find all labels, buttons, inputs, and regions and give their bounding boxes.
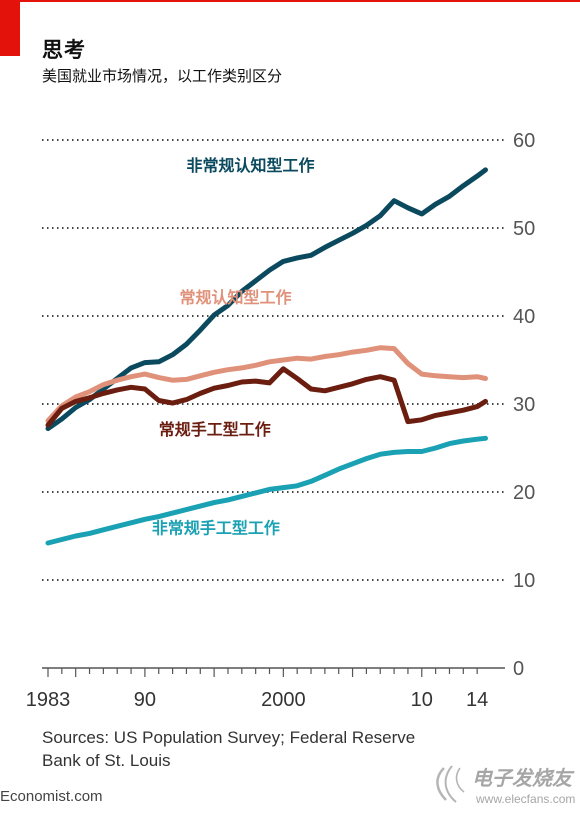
series-label-2: 常规认知型工作	[180, 288, 292, 307]
y-tick-label: 30	[513, 394, 535, 416]
chart-title: 思考	[42, 38, 86, 62]
top-accent-rule	[0, 0, 580, 2]
series-label-1: 非常规认知型工作	[186, 156, 314, 175]
series-line-4	[45, 435, 488, 546]
watermark-logo-icon	[436, 765, 465, 803]
y-tick-label: 50	[513, 218, 535, 240]
economist-red-tag	[0, 0, 20, 56]
brand-label: Economist.com	[0, 788, 103, 805]
series-label-3: 常规手工型工作	[159, 420, 271, 439]
x-tick-label: 14	[466, 689, 488, 711]
source-line-1: Sources: US Population Survey; Federal R…	[42, 728, 416, 747]
series-label-4: 非常规手工型工作	[152, 518, 280, 537]
series-line-1	[45, 167, 488, 432]
x-tick-label: 1983	[26, 689, 71, 711]
elecfans-watermark: 电子发烧友 www.elecfans.com	[430, 758, 580, 814]
x-tick-label: 90	[134, 689, 156, 711]
y-tick-label: 40	[513, 306, 535, 328]
series-line-2	[45, 345, 488, 424]
chart-subtitle: 美国就业市场情况，以工作类别区分	[42, 67, 283, 85]
x-tick-label: 10	[411, 689, 433, 711]
y-tick-label: 0	[513, 658, 524, 680]
series-line-3	[45, 366, 488, 428]
watermark-url: www.elecfans.com	[476, 792, 576, 806]
watermark-text: 电子发烧友	[472, 766, 572, 790]
source-line-2: Bank of St. Louis	[42, 751, 171, 770]
y-tick-label: 10	[513, 570, 535, 592]
y-tick-label: 60	[513, 130, 535, 152]
x-tick-label: 2000	[261, 689, 306, 711]
source-note: Sources: US Population Survey; Federal R…	[42, 726, 442, 772]
y-tick-label: 20	[513, 482, 535, 504]
